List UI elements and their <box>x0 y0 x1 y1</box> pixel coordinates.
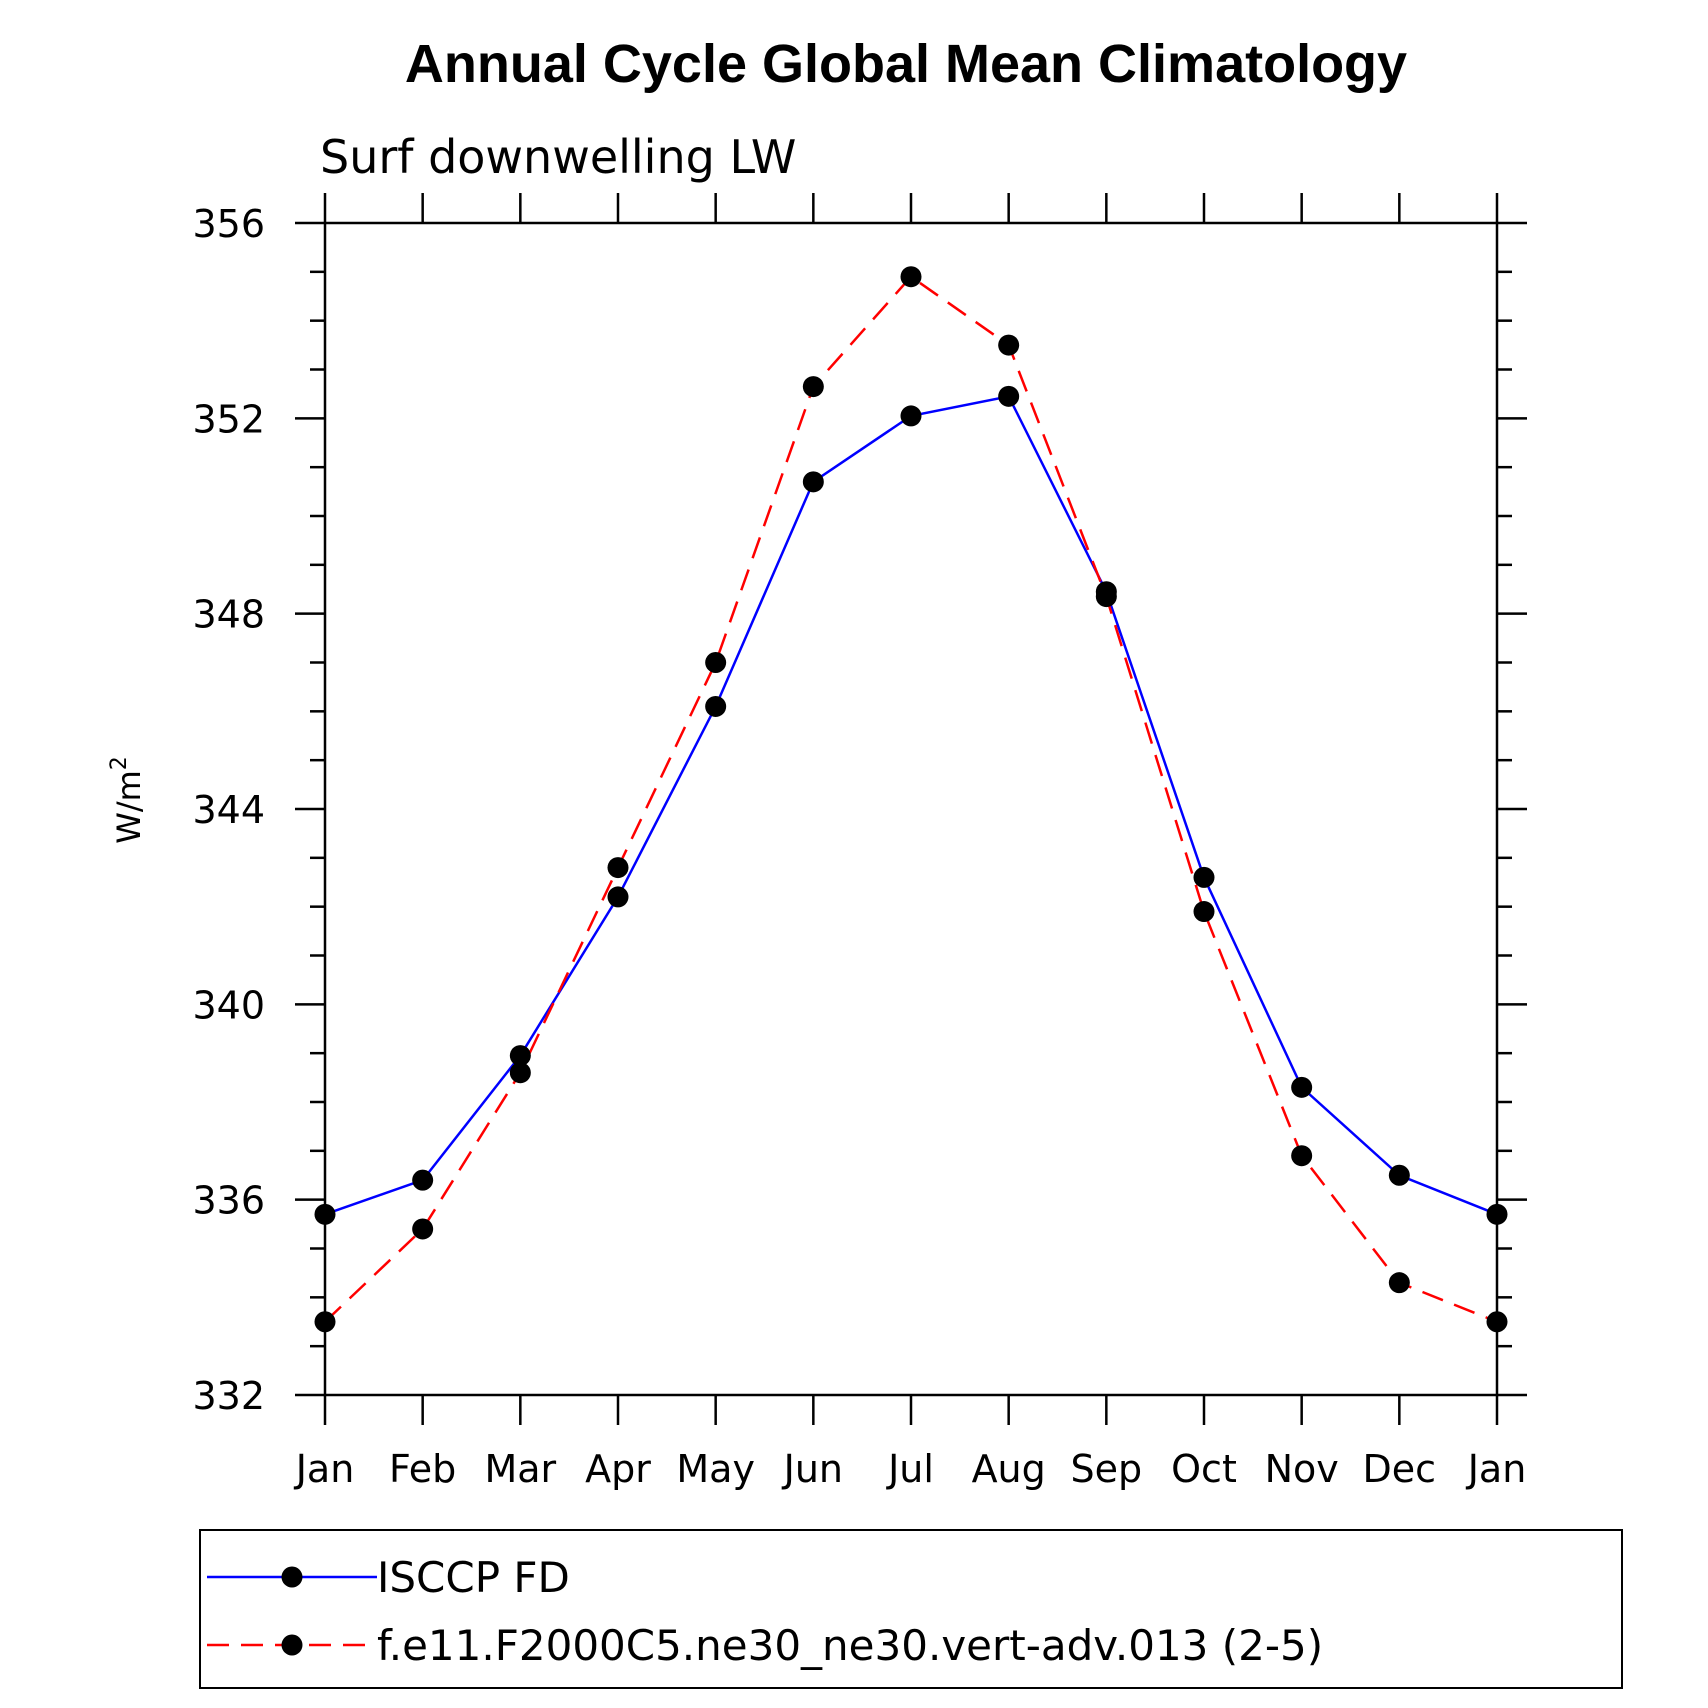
legend-box <box>199 1529 1623 1689</box>
series-2-point <box>1193 901 1215 923</box>
y-tick-label: 336 <box>192 1179 265 1223</box>
legend-label-2: f.e11.F2000C5.ne30_ne30.vert-adv.013 (2-… <box>377 1621 1323 1670</box>
x-tick-label: Aug <box>972 1447 1046 1491</box>
series-1-point <box>1388 1164 1410 1186</box>
y-tick-label: 344 <box>192 788 265 832</box>
series-2-point <box>607 857 629 879</box>
series-1-point <box>1193 866 1215 888</box>
series-line-2 <box>324 275 1498 1323</box>
plot-frame <box>323 221 1499 1397</box>
x-tick-label: Jan <box>294 1447 355 1491</box>
series-2-point <box>705 652 727 673</box>
series-layer <box>314 266 1508 1333</box>
series-2-point <box>1388 1272 1410 1294</box>
svg-text:W/m2: W/m2 <box>107 756 148 844</box>
y-axis-label: W/m2 <box>107 756 148 844</box>
legend-label-1: ISCCP FD <box>377 1553 570 1602</box>
series-2-point <box>1486 1311 1508 1333</box>
x-tick-label: May <box>676 1447 755 1491</box>
x-tick-label: Nov <box>1265 1447 1339 1491</box>
x-tick-label: Feb <box>389 1447 456 1491</box>
series-1-point <box>900 405 922 427</box>
series-1-point <box>1486 1203 1508 1225</box>
y-tick-label: 340 <box>192 983 265 1027</box>
x-tick-label: Dec <box>1363 1447 1437 1491</box>
legend-marker-1 <box>281 1566 303 1588</box>
legend: ISCCP FD f.e11.F2000C5.ne30_ne30.vert-adv… <box>207 1553 1323 1670</box>
series-1-point <box>412 1169 434 1191</box>
legend-marker-2 <box>281 1634 303 1656</box>
x-tick-label: Jul <box>886 1447 934 1491</box>
series-2-point <box>900 266 922 288</box>
y-tick-label: 348 <box>192 593 265 637</box>
x-tick-label: Jan <box>1466 1447 1527 1491</box>
series-line-1 <box>324 394 1498 1216</box>
series-2-point <box>509 1062 531 1084</box>
y-tick-label: 332 <box>192 1374 265 1418</box>
x-tick-label: Jun <box>782 1447 843 1491</box>
series-2-point <box>1095 586 1117 608</box>
series-2-point <box>802 376 824 398</box>
series-2-point <box>314 1311 336 1333</box>
series-2-point <box>1291 1145 1313 1167</box>
x-tick-label: Mar <box>484 1447 556 1491</box>
series-1-point <box>509 1045 531 1067</box>
chart-subtitle: Surf downwelling LW <box>320 130 796 184</box>
y-tick-label: 352 <box>192 397 265 441</box>
x-tick-label: Apr <box>585 1447 651 1491</box>
series-1-point <box>314 1203 336 1225</box>
series-1-point <box>998 385 1020 407</box>
series-1-point <box>1291 1076 1313 1098</box>
chart-title: Annual Cycle Global Mean Climatology <box>405 34 1407 94</box>
series-2-point <box>998 334 1020 356</box>
y-axis-label-text: W/m <box>110 770 148 844</box>
series-1-point <box>802 471 824 493</box>
series-1-point <box>607 886 629 908</box>
axes: 356 352 348 344 340 336 332 Jan Feb Mar Apr May Jun J… <box>192 193 1527 1491</box>
y-tick-label: 356 <box>192 202 265 246</box>
x-tick-label: Oct <box>1171 1447 1237 1491</box>
series-2-point <box>412 1218 434 1240</box>
y-axis-label-superscript: 2 <box>107 756 132 770</box>
series-1-point <box>705 695 727 717</box>
x-tick-label: Sep <box>1071 1447 1143 1491</box>
